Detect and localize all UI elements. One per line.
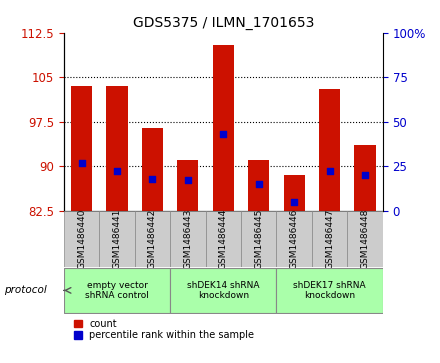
Point <box>326 168 333 174</box>
Point <box>78 160 85 166</box>
Bar <box>71 86 92 211</box>
Bar <box>248 160 269 211</box>
FancyBboxPatch shape <box>170 211 205 267</box>
FancyBboxPatch shape <box>276 268 383 313</box>
Text: GSM1486443: GSM1486443 <box>183 208 192 269</box>
Text: GSM1486442: GSM1486442 <box>148 209 157 269</box>
FancyBboxPatch shape <box>241 211 276 267</box>
Point <box>149 176 156 182</box>
Title: GDS5375 / ILMN_1701653: GDS5375 / ILMN_1701653 <box>132 16 314 30</box>
Point <box>184 178 191 183</box>
Bar <box>142 127 163 211</box>
Point <box>220 131 227 137</box>
Text: empty vector
shRNA control: empty vector shRNA control <box>85 281 149 300</box>
FancyBboxPatch shape <box>135 211 170 267</box>
Text: GSM1486446: GSM1486446 <box>290 208 299 269</box>
Bar <box>177 160 198 211</box>
FancyBboxPatch shape <box>347 211 383 267</box>
FancyBboxPatch shape <box>276 211 312 267</box>
FancyBboxPatch shape <box>312 211 347 267</box>
Text: GSM1486444: GSM1486444 <box>219 209 228 269</box>
Point <box>291 199 298 204</box>
Point <box>362 172 369 178</box>
Text: GSM1486445: GSM1486445 <box>254 208 263 269</box>
Text: shDEK17 shRNA
knockdown: shDEK17 shRNA knockdown <box>293 281 366 300</box>
Text: GSM1486441: GSM1486441 <box>113 208 121 269</box>
Bar <box>355 145 376 211</box>
Bar <box>106 86 128 211</box>
FancyBboxPatch shape <box>99 211 135 267</box>
Bar <box>319 89 340 211</box>
Text: GSM1486440: GSM1486440 <box>77 208 86 269</box>
Text: GSM1486447: GSM1486447 <box>325 208 334 269</box>
Text: protocol: protocol <box>4 285 47 295</box>
Bar <box>213 45 234 211</box>
Text: shDEK14 shRNA
knockdown: shDEK14 shRNA knockdown <box>187 281 260 300</box>
Bar <box>283 175 305 211</box>
FancyBboxPatch shape <box>205 211 241 267</box>
FancyBboxPatch shape <box>170 268 276 313</box>
FancyBboxPatch shape <box>64 211 99 267</box>
Legend: count, percentile rank within the sample: count, percentile rank within the sample <box>74 319 254 340</box>
Point <box>114 168 121 174</box>
FancyBboxPatch shape <box>64 268 170 313</box>
Text: GSM1486448: GSM1486448 <box>360 208 370 269</box>
Point <box>255 181 262 187</box>
